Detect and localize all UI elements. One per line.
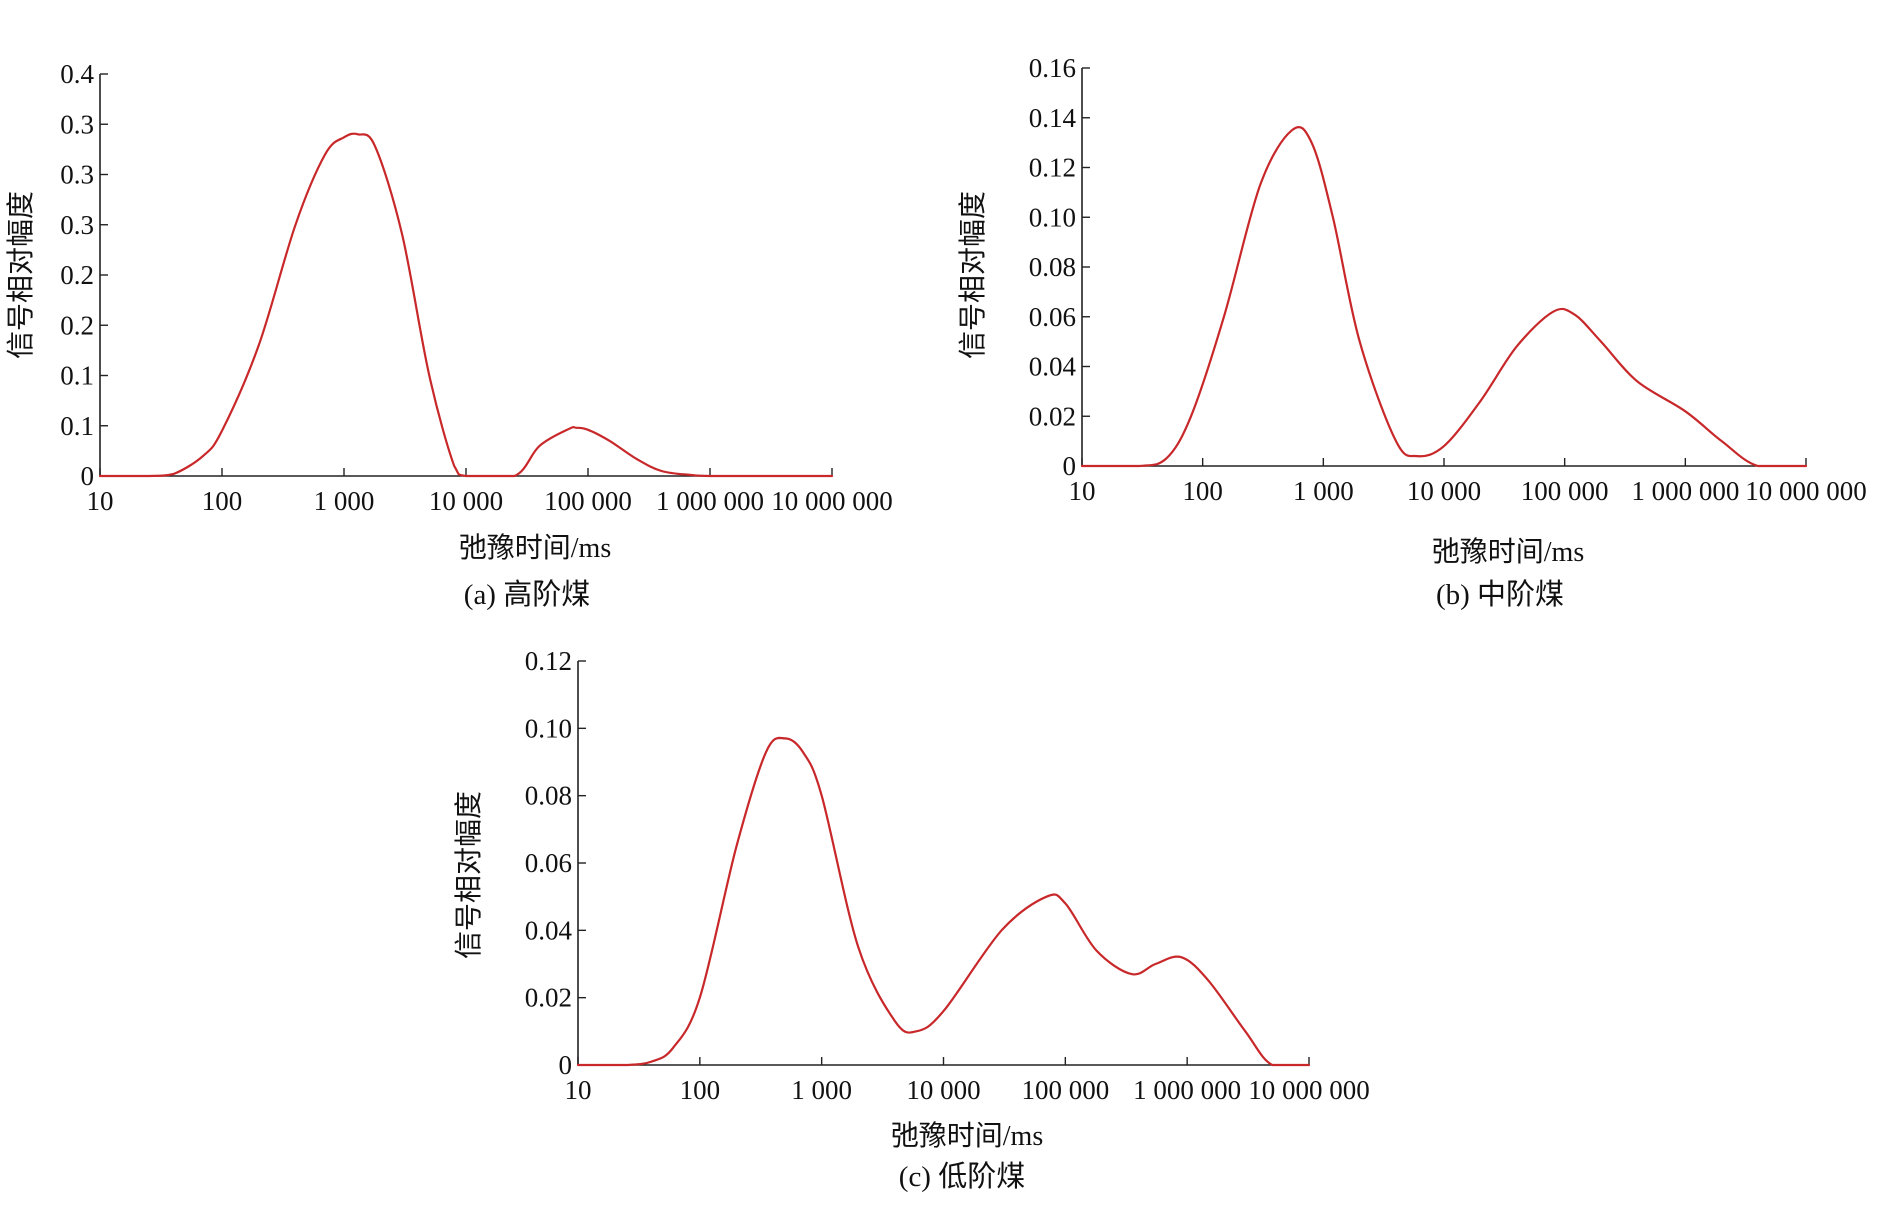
x-tick-label: 1 000 000 — [1133, 1075, 1241, 1105]
y-tick-label: 0.3 — [60, 160, 94, 190]
y-axis-title: 信号相对幅度 — [957, 191, 989, 359]
x-tick-label: 10 — [565, 1075, 592, 1105]
panel-caption: (b) 中阶煤 — [1436, 578, 1564, 611]
y-tick-label: 0.4 — [60, 59, 94, 89]
chart-panel-c: 10 100 1 000 10 000 100 000 1 000 000 10 000 0… — [453, 646, 1370, 1193]
panel-caption: (a) 高阶煤 — [464, 578, 590, 611]
x-tick-label: 100 000 — [544, 486, 632, 516]
y-tick-label: 0 — [1063, 451, 1077, 481]
y-tick-label: 0.02 — [1029, 401, 1076, 431]
x-tick-label: 100 — [680, 1075, 721, 1105]
tick-labels: 10 100 1 000 10 000 100 000 1 000 000 10 000 0… — [60, 59, 893, 516]
x-tick-label: 100 — [202, 486, 243, 516]
y-tick-label: 0.14 — [1029, 103, 1077, 133]
x-tick-label: 10 000 000 — [1745, 476, 1867, 506]
series-line-a — [98, 132, 834, 478]
x-tick-label: 1 000 000 — [1631, 476, 1739, 506]
y-tick-label: 0.1 — [60, 411, 94, 441]
tick-marks — [1081, 67, 1807, 467]
chart-panel-a: 10 100 1 000 10 000 100 000 1 000 000 10 000 0… — [5, 59, 893, 611]
y-tick-label: 0.3 — [60, 210, 94, 240]
x-tick-label: 10 000 — [429, 486, 503, 516]
y-tick-label: 0.16 — [1029, 53, 1076, 83]
y-tick-label: 0.02 — [525, 983, 572, 1013]
y-tick-label: 0.2 — [60, 260, 94, 290]
y-tick-label: 0.06 — [1029, 302, 1076, 332]
x-tick-label: 1 000 — [314, 486, 375, 516]
x-tick-label: 10 000 000 — [771, 486, 893, 516]
y-tick-label: 0.10 — [1029, 202, 1076, 232]
x-tick-label: 100 000 — [1021, 1075, 1109, 1105]
y-tick-label: 0.10 — [525, 713, 572, 743]
tick-marks — [99, 73, 833, 477]
panel-caption: (c) 低阶煤 — [899, 1160, 1025, 1193]
x-tick-label: 10 — [87, 486, 114, 516]
series-line-c — [576, 736, 1311, 1067]
y-tick-label: 0.06 — [525, 848, 572, 878]
x-tick-label: 10 000 000 — [1248, 1075, 1370, 1105]
y-tick-label: 0.12 — [1029, 153, 1076, 183]
x-tick-label: 100 000 — [1521, 476, 1609, 506]
y-tick-label: 0.2 — [60, 310, 94, 340]
y-axis-title: 信号相对幅度 — [5, 191, 37, 359]
x-tick-label: 10 000 — [906, 1075, 980, 1105]
x-tick-label: 100 — [1182, 476, 1223, 506]
y-tick-label: 0.08 — [1029, 252, 1076, 282]
x-tick-label: 1 000 — [1293, 476, 1354, 506]
y-axis-title: 信号相对幅度 — [453, 791, 485, 959]
y-tick-label: 0.3 — [60, 109, 94, 139]
y-tick-label: 0.08 — [525, 781, 572, 811]
chart-panel-b: 10 100 1 000 10 000 100 000 1 000 000 10 000 0… — [957, 53, 1867, 611]
x-axis-title: 弛豫时间/ms — [1432, 536, 1584, 568]
x-tick-label: 1 000 000 — [656, 486, 764, 516]
x-tick-label: 10 000 — [1407, 476, 1481, 506]
y-tick-label: 0.04 — [1029, 352, 1077, 382]
series-line-b — [1080, 126, 1808, 468]
y-tick-label: 0.04 — [525, 915, 573, 945]
x-axis-title: 弛豫时间/ms — [891, 1120, 1043, 1152]
y-tick-label: 0 — [81, 461, 95, 491]
tick-labels: 10 100 1 000 10 000 100 000 1 000 000 10 000 0… — [1029, 53, 1867, 506]
y-tick-label: 0 — [559, 1050, 573, 1080]
x-tick-label: 1 000 — [791, 1075, 852, 1105]
y-tick-label: 0.1 — [60, 361, 94, 391]
tick-marks — [577, 660, 1310, 1066]
x-tick-label: 10 — [1069, 476, 1096, 506]
x-axis-title: 弛豫时间/ms — [459, 532, 611, 564]
y-tick-label: 0.12 — [525, 646, 572, 676]
tick-labels: 10 100 1 000 10 000 100 000 1 000 000 10 000 0… — [525, 646, 1370, 1105]
